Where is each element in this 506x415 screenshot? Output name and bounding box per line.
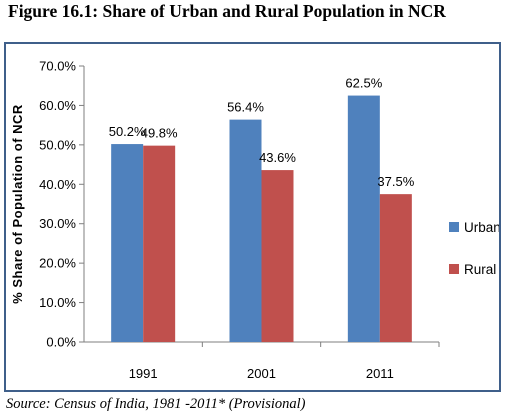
- legend-swatch-rural: [449, 264, 459, 274]
- chart-bars: 50.2%49.8% 56.4% 43.6% 62.5% 37.5%: [109, 76, 415, 342]
- bar-chart: 0.0%10.0%20.0%30.0%40.0%50.0%60.0%70.0% …: [10, 59, 499, 382]
- legend-swatch-urban: [449, 222, 459, 232]
- chart-frame: 0.0% 10.0% 20.0% 30.0% 40.0% 50.0% 60.0% 70.0% …: [4, 42, 501, 392]
- x-tick-label-2001: 2001: [247, 366, 276, 381]
- legend-label-rural: Rural: [464, 262, 496, 277]
- data-label-rural-2011: 37.5%: [377, 174, 414, 189]
- data-label-urban-1991: 50.2%: [109, 124, 146, 139]
- data-label-rural-1991: 49.8%: [141, 126, 178, 141]
- y-tick-label: 40.0%: [39, 177, 76, 192]
- bar-urban-2011: [347, 95, 380, 342]
- y-tick-label: 50.0%: [39, 137, 76, 152]
- bar-rural-2001: [261, 170, 294, 342]
- source-note: Source: Census of India, 1981 -2011* (Pr…: [6, 396, 306, 412]
- data-label-rural-2001: 43.6%: [259, 150, 296, 165]
- x-tick-label-2011: 2011: [366, 366, 394, 381]
- bar-rural-1991: [143, 145, 176, 342]
- x-axis-ticks: 1991 2001 2011: [129, 342, 440, 381]
- y-tick-label: 0.0%: [46, 335, 76, 350]
- y-tick-label: 30.0%: [39, 216, 76, 231]
- y-axis-ticks: 0.0% 10.0% 20.0% 30.0% 40.0% 50.0% 60.0% 70.0%: [39, 59, 84, 350]
- legend-label-urban: Urban: [464, 220, 499, 235]
- bar-urban-2001: [229, 119, 262, 342]
- y-axis-label: % Share of Population of NCR: [10, 104, 25, 304]
- x-tick-label-1991: 1991: [129, 366, 158, 381]
- y-tick-label: 10.0%: [39, 295, 76, 310]
- y-tick-label: 60.0%: [39, 98, 76, 113]
- chart-legend: Urban Rural: [449, 220, 499, 277]
- y-tick-label: 70.0%: [39, 59, 76, 74]
- bar-urban-1991: [111, 144, 144, 342]
- data-label-urban-2001: 56.4%: [227, 100, 264, 115]
- bar-rural-2011: [379, 194, 412, 342]
- y-tick-label: 20.0%: [39, 256, 76, 271]
- figure-title: Figure 16.1: Share of Urban and Rural Po…: [8, 1, 446, 21]
- data-label-urban-2011: 62.5%: [345, 76, 382, 91]
